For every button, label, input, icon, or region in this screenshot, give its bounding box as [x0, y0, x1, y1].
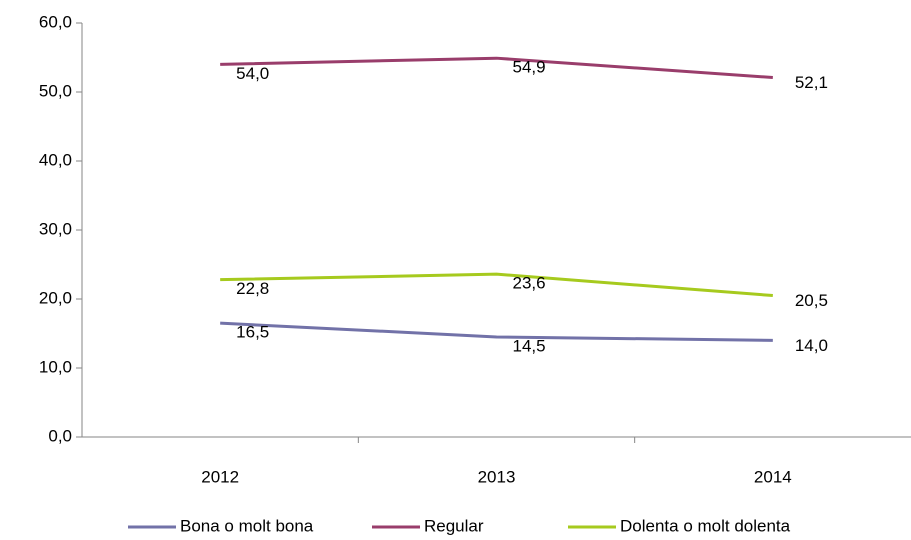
data-label: 54,0	[236, 64, 269, 83]
series-line	[220, 56, 773, 80]
y-tick-label: 0,0	[48, 426, 72, 445]
y-tick-label: 10,0	[39, 357, 72, 376]
data-label: 16,5	[236, 323, 269, 342]
x-tick-label: 2014	[754, 467, 792, 486]
series-line	[220, 321, 773, 342]
data-label: 14,5	[513, 336, 546, 355]
data-label: 22,8	[236, 279, 269, 298]
data-label: 20,5	[795, 291, 828, 310]
y-tick-label: 40,0	[39, 150, 72, 169]
data-label: 23,6	[513, 274, 546, 293]
y-tick-label: 60,0	[39, 12, 72, 31]
y-tick-label: 20,0	[39, 288, 72, 307]
legend-label: Dolenta o molt dolenta	[620, 516, 791, 535]
legend-label: Bona o molt bona	[180, 516, 314, 535]
data-label: 14,0	[795, 336, 828, 355]
legend-label: Regular	[424, 516, 484, 535]
x-tick-label: 2013	[478, 467, 516, 486]
data-label: 52,1	[795, 73, 828, 92]
data-label: 54,9	[513, 58, 546, 77]
x-tick-label: 2012	[201, 467, 239, 486]
y-tick-label: 30,0	[39, 219, 72, 238]
y-tick-label: 50,0	[39, 81, 72, 100]
series-line	[220, 272, 773, 298]
